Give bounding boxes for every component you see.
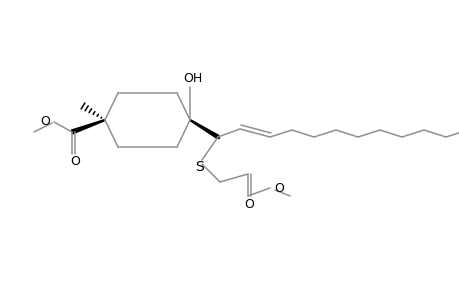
Text: O: O	[70, 154, 80, 167]
Text: O: O	[274, 182, 283, 194]
Text: OH: OH	[183, 71, 202, 85]
Text: O: O	[40, 115, 50, 128]
Text: S: S	[195, 160, 204, 174]
Text: O: O	[244, 197, 253, 211]
Polygon shape	[71, 119, 105, 134]
Polygon shape	[189, 120, 218, 139]
